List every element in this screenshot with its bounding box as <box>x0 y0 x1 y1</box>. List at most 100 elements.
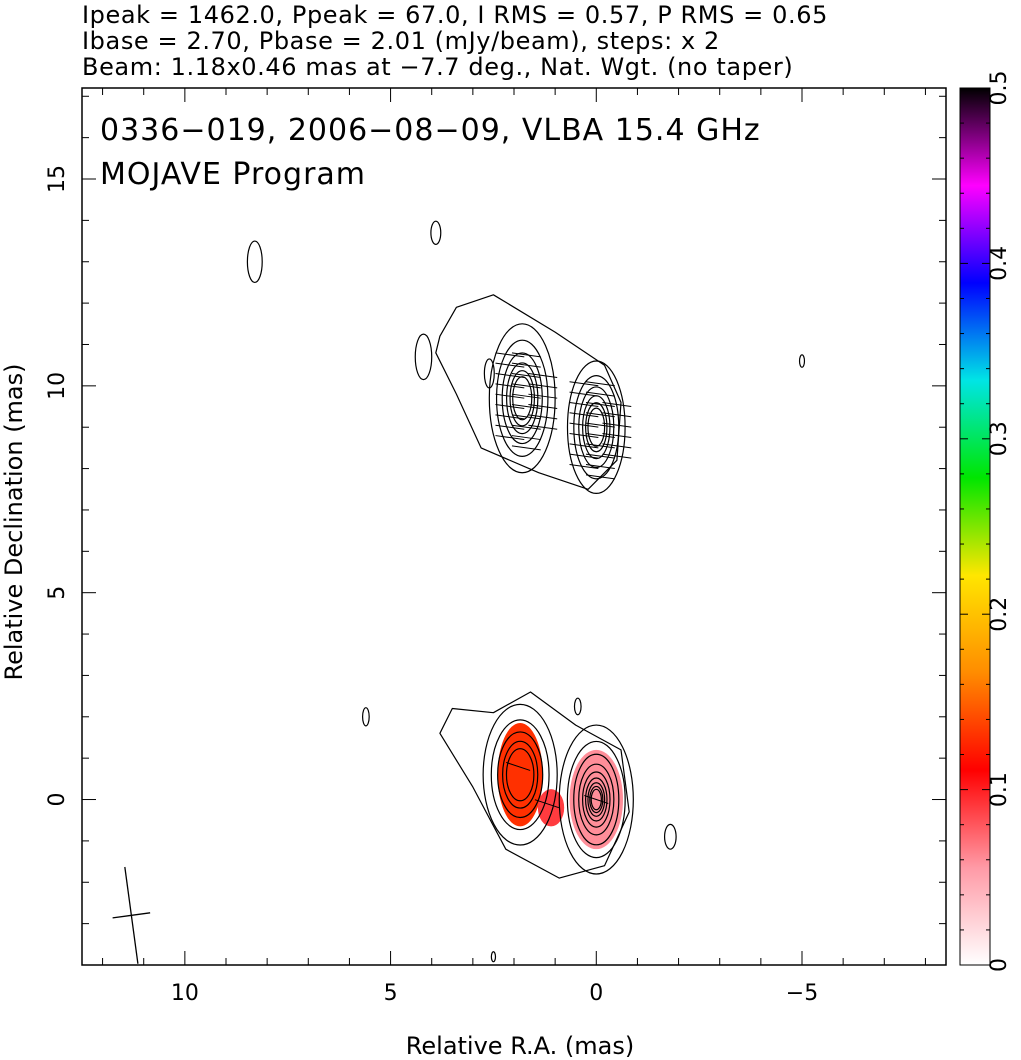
evpa-vector <box>602 401 632 407</box>
evpa-vector <box>511 352 541 358</box>
evpa-vector <box>602 412 632 418</box>
contour-line <box>558 724 634 875</box>
contour-line <box>501 352 543 445</box>
contour-line <box>509 370 536 427</box>
evpa-vector <box>528 404 558 410</box>
contour-line <box>587 782 606 817</box>
evpa-vector <box>569 443 599 449</box>
evpa-vector <box>528 393 558 399</box>
evpa-vector <box>569 453 599 459</box>
evpa-vector <box>602 443 632 449</box>
polarization-patch <box>537 789 565 827</box>
contour-line <box>587 407 606 447</box>
plot-title: 0336−019, 2006−08−09, VLBA 15.4 GHz <box>100 113 761 148</box>
noise-contour <box>663 823 677 850</box>
evpa-vector <box>511 383 541 389</box>
evpa-vector <box>495 435 525 441</box>
plot-frame <box>81 87 947 966</box>
colorbar-tick-label: 0.1 <box>987 772 1012 807</box>
y-tick-label: 10 <box>45 372 70 400</box>
x-tick-label: 5 <box>384 981 398 1006</box>
evpa-vector <box>511 362 541 368</box>
noise-contour <box>483 358 495 389</box>
contour-line <box>585 402 608 453</box>
evpa-vector <box>569 412 599 418</box>
evpa-vector <box>602 453 632 459</box>
evpa-vector <box>585 474 615 480</box>
evpa-vector <box>585 432 615 438</box>
evpa-vector <box>511 373 541 379</box>
y-tick-label: 5 <box>45 586 70 600</box>
evpa-vector <box>585 453 615 459</box>
noise-contour <box>246 240 263 284</box>
beam-minor-axis <box>112 912 151 919</box>
colorbar-tick-label: 0.3 <box>987 421 1012 456</box>
evpa-vector <box>585 381 615 387</box>
noise-contour <box>361 707 370 727</box>
contour-line <box>490 719 550 831</box>
evpa-vector <box>585 401 615 407</box>
colorbar: 0 0.1 0.2 0.3 0.4 0.5 <box>959 71 1012 972</box>
evpa-vector <box>528 424 558 430</box>
colorbar-scale <box>959 87 991 966</box>
contour-line <box>566 360 626 495</box>
colorbar-tick-label: 0.4 <box>987 246 1012 281</box>
colorbar-tick-label: 0.2 <box>987 597 1012 632</box>
evpa-vector <box>602 422 632 428</box>
contour-line <box>573 753 620 846</box>
contour-layer <box>246 220 806 963</box>
evpa-vector <box>511 404 541 410</box>
colorbar-tick-label: 0 <box>987 958 1012 972</box>
evpa-vector <box>495 383 525 389</box>
evpa-vector <box>569 464 599 470</box>
contour-line <box>501 740 539 809</box>
plot-subtitle: MOJAVE Program <box>100 157 366 192</box>
noise-contour <box>490 951 497 963</box>
evpa-vector <box>495 362 525 368</box>
header-line-2: Ibase = 2.70, Pbase = 2.01 (mJy/beam), s… <box>82 27 720 55</box>
evpa-vector <box>495 352 525 358</box>
contour-line <box>566 740 626 859</box>
header-line-3: Beam: 1.18x0.46 mas at −7.7 deg., Nat. W… <box>82 53 794 81</box>
noise-contour <box>573 697 582 716</box>
evpa-vector <box>585 391 615 397</box>
y-tick-label: 0 <box>45 793 70 807</box>
y-tick-label: 15 <box>45 165 70 193</box>
contour-line <box>495 339 549 457</box>
contour-line <box>581 771 611 828</box>
evpa-vector <box>534 799 560 809</box>
colorbar-tick-label: 0.5 <box>987 71 1012 106</box>
contour-line <box>505 748 535 802</box>
evpa-vector <box>511 414 541 420</box>
contour-line <box>589 785 604 814</box>
evpa-vector <box>569 422 599 428</box>
contour-line <box>497 731 544 819</box>
evpa-vector <box>528 383 558 389</box>
evpa-vector <box>505 761 531 771</box>
evpa-vector <box>584 795 609 805</box>
evpa-vector <box>569 381 599 387</box>
contour-line <box>590 788 602 811</box>
evpa-vector <box>569 401 599 407</box>
x-axis-label: Relative R.A. (mas) <box>406 1032 634 1060</box>
contour-line <box>578 763 615 836</box>
x-tick-label: 10 <box>171 981 199 1006</box>
axis-ticks: 10 5 0 −5 0 5 10 15 <box>45 88 946 1006</box>
evpa-vector <box>511 393 541 399</box>
evpa-vector <box>585 464 615 470</box>
beam-marker <box>112 866 151 964</box>
evpa-vector <box>495 373 525 379</box>
evpa-vector <box>602 432 632 438</box>
evpa-vector-layer <box>495 352 632 809</box>
evpa-vector <box>528 373 558 379</box>
evpa-vector <box>511 445 541 451</box>
evpa-vector <box>495 404 525 410</box>
contour-envelope <box>435 294 622 490</box>
contour-line <box>584 777 608 822</box>
noise-contour <box>414 333 433 381</box>
evpa-vector <box>495 424 525 430</box>
evpa-vector <box>511 435 541 441</box>
x-tick-label: −5 <box>786 981 818 1006</box>
evpa-vector <box>528 414 558 420</box>
